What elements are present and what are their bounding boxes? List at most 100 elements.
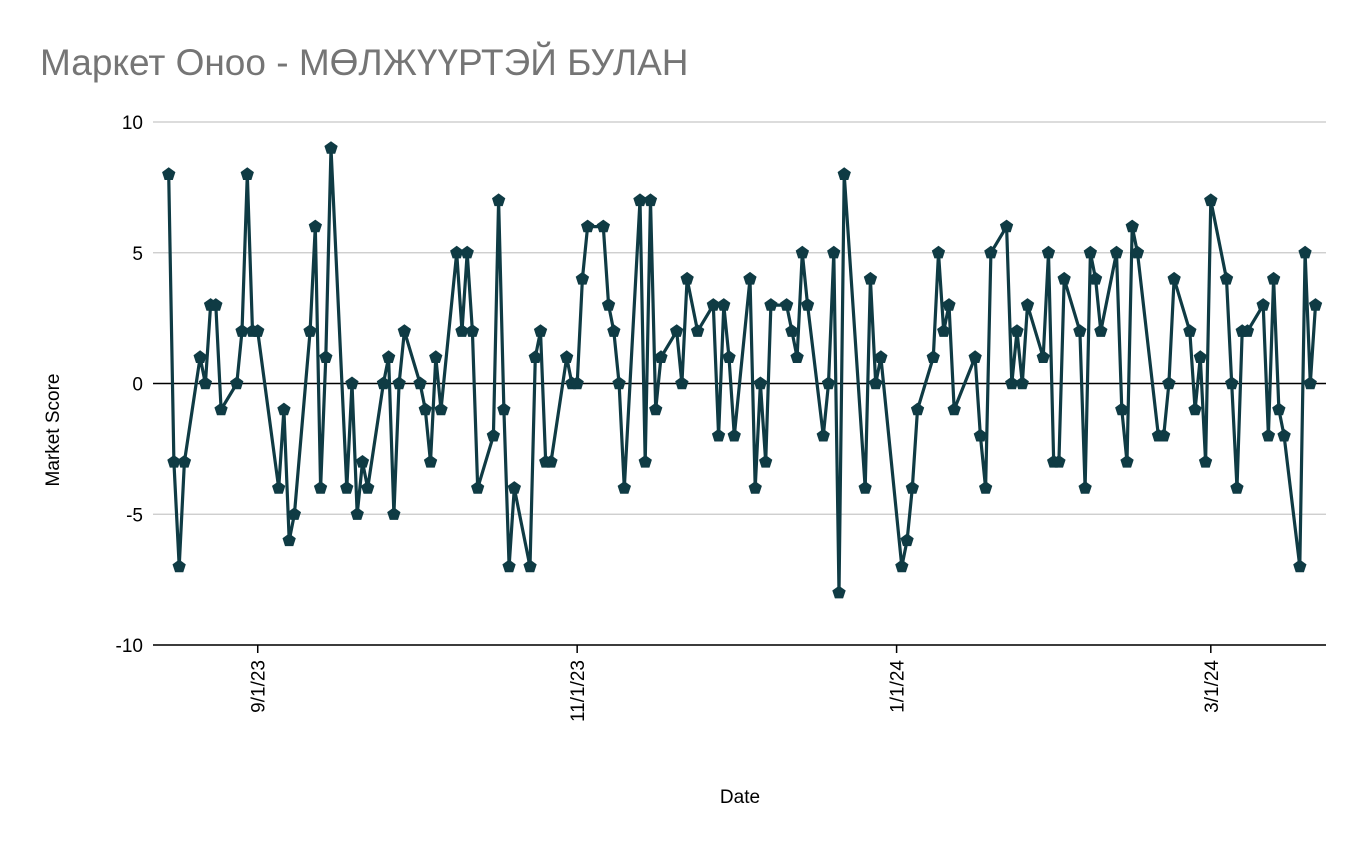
point-marker — [947, 402, 961, 416]
point-marker — [319, 350, 333, 363]
point-marker — [198, 376, 212, 390]
y-tick-label: -5 — [126, 505, 143, 526]
y-tick-label: 5 — [132, 244, 143, 265]
point-marker — [1219, 271, 1234, 285]
point-marker — [717, 298, 731, 311]
point-marker — [575, 271, 590, 285]
point-marker — [1240, 324, 1255, 337]
point-marker — [979, 481, 993, 494]
point-marker — [423, 455, 438, 468]
point-marker — [272, 481, 286, 494]
point-marker — [1193, 350, 1207, 363]
point-marker — [931, 245, 946, 259]
point-marker — [617, 481, 631, 494]
point-marker — [926, 350, 940, 363]
x-tick-label: 3/1/24 — [1202, 660, 1223, 713]
point-marker — [465, 324, 480, 337]
point-marker — [1036, 350, 1050, 363]
point-marker — [795, 245, 809, 259]
point-marker — [1261, 428, 1276, 442]
point-marker — [743, 271, 757, 285]
point-marker — [172, 559, 186, 573]
point-marker — [392, 376, 406, 390]
point-marker — [209, 298, 223, 311]
point-marker — [560, 350, 574, 363]
point-marker — [874, 350, 888, 363]
point-marker — [601, 298, 616, 311]
point-marker — [607, 324, 621, 337]
point-marker — [1230, 481, 1244, 494]
point-marker — [382, 350, 396, 363]
point-marker — [1041, 245, 1056, 259]
point-marker — [162, 167, 176, 180]
point-marker — [973, 428, 987, 442]
point-marker — [869, 376, 883, 390]
point-marker — [1277, 428, 1291, 442]
point-marker — [282, 533, 296, 547]
point-marker — [649, 402, 663, 416]
point-marker — [581, 219, 595, 233]
point-marker — [837, 167, 851, 180]
point-marker — [1198, 455, 1213, 468]
point-marker — [1272, 402, 1286, 416]
point-marker — [340, 481, 354, 494]
point-marker — [816, 428, 830, 442]
point-marker — [1083, 245, 1097, 259]
point-marker — [1120, 455, 1134, 468]
point-marker — [1094, 324, 1108, 337]
point-marker — [1267, 271, 1281, 285]
point-marker — [1109, 245, 1124, 259]
point-marker — [350, 507, 364, 520]
point-marker — [675, 376, 689, 390]
point-marker — [596, 219, 610, 233]
point-marker — [727, 428, 741, 442]
point-marker — [230, 376, 244, 390]
point-marker — [638, 455, 652, 468]
point-marker — [533, 324, 548, 337]
point-marker — [759, 455, 773, 468]
point-marker — [345, 376, 359, 390]
point-marker — [324, 141, 338, 154]
point-marker — [711, 428, 726, 442]
point-marker — [1256, 298, 1270, 311]
point-marker — [1157, 428, 1171, 442]
point-marker — [1298, 245, 1312, 259]
point-marker — [486, 428, 500, 442]
point-marker — [968, 350, 982, 363]
point-marker — [612, 376, 626, 390]
point-marker — [1115, 402, 1129, 416]
point-marker — [900, 533, 914, 547]
point-marker — [863, 271, 878, 285]
point-marker — [235, 324, 249, 337]
point-marker — [492, 193, 506, 207]
x-tick-label: 9/1/23 — [249, 660, 270, 713]
chart-title: Маркет Оноо - МӨЛЖҮҮРТЭЙ БУЛАН — [40, 41, 689, 83]
point-marker — [1167, 271, 1181, 285]
point-marker — [706, 298, 720, 311]
point-marker — [471, 481, 485, 494]
point-marker — [240, 167, 254, 180]
point-marker — [821, 376, 836, 390]
point-marker — [308, 219, 322, 233]
point-marker — [1073, 324, 1087, 337]
point-marker — [429, 350, 443, 363]
point-marker — [827, 245, 841, 259]
point-marker — [497, 402, 511, 416]
point-marker — [670, 324, 684, 337]
point-marker — [1052, 455, 1066, 468]
point-marker — [528, 350, 542, 363]
point-marker — [450, 245, 464, 259]
point-marker — [1293, 559, 1307, 573]
point-marker — [1020, 298, 1035, 311]
point-marker — [397, 324, 411, 337]
point-marker — [167, 455, 181, 468]
point-marker — [895, 559, 909, 573]
point-marker — [1225, 376, 1239, 390]
point-marker — [910, 402, 925, 416]
point-marker — [455, 324, 469, 337]
point-marker — [523, 559, 537, 573]
point-marker — [633, 193, 647, 207]
point-marker — [361, 481, 375, 494]
y-tick-label: 10 — [122, 113, 143, 134]
